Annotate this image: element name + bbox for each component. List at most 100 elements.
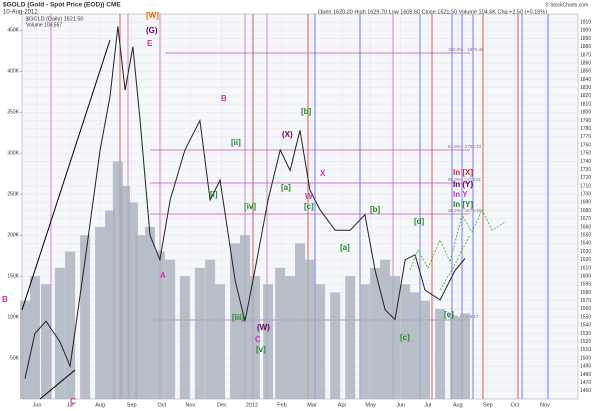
y-tick-label: 1660 — [580, 224, 591, 230]
wave-label: [b] — [301, 107, 312, 116]
wave-label: [iv] — [244, 202, 256, 211]
volume-bar — [330, 292, 341, 399]
y-tick-label: 1780 — [580, 126, 591, 132]
y-tick-label: 1770 — [580, 134, 591, 140]
y-tick-label: 1510 — [580, 347, 591, 353]
volume-bar — [127, 202, 138, 399]
x-tick-label: Jun — [396, 402, 405, 408]
y-tick-label: 1870 — [580, 52, 591, 58]
y-tick-label: 1570 — [580, 298, 591, 304]
y2-tick-label: 50K — [10, 355, 20, 361]
legend-volume: Volume 104,567 — [26, 22, 62, 28]
y-tick-label: 1790 — [580, 118, 591, 124]
price-line — [24, 26, 466, 379]
wave-label: In [X] — [453, 168, 473, 177]
y-tick-label: 1680 — [580, 208, 591, 214]
y-tick-label: 1470 — [580, 380, 591, 386]
x-tick-label: Apr — [338, 402, 347, 408]
fib-label: 50.0% - 1713.61 — [448, 177, 482, 182]
y-tick-label: 1890 — [580, 36, 591, 42]
y-tick-label: 1900 — [580, 28, 591, 34]
wave-label: B — [221, 94, 227, 103]
volume-bar — [275, 267, 286, 399]
y-tick-label: 1640 — [580, 241, 591, 247]
wave-label: E — [147, 39, 153, 48]
y2-tick-label: 400K — [7, 69, 19, 75]
volume-bar — [295, 243, 305, 399]
volume-bar — [95, 226, 106, 399]
volume-bar — [315, 284, 326, 399]
wave-label: C — [255, 335, 261, 344]
volume-bar — [179, 276, 190, 399]
y-tick-label: 1500 — [580, 355, 591, 361]
y-tick-label: 1760 — [580, 142, 591, 148]
quote: Open 1620.20 High 1629.70 Low 1608.60 Cl… — [318, 9, 547, 15]
wave-label: In (Y) — [453, 180, 473, 189]
y2-tick-label: 200K — [7, 232, 19, 238]
x-tick-label: Jul — [424, 402, 431, 408]
volume-bar — [120, 186, 131, 399]
y2-tick-label: 350K — [7, 110, 19, 116]
volume-bar — [65, 251, 76, 399]
y-tick-label: 1740 — [580, 159, 591, 165]
volume-bar — [380, 259, 391, 399]
date: 10-Aug-2012 — [3, 10, 38, 16]
volume-bar — [249, 276, 260, 399]
wave-label: [e] — [444, 310, 454, 319]
wave-label: W — [305, 192, 313, 201]
y-tick-label: 1580 — [580, 290, 591, 296]
x-tick-label: Feb — [277, 402, 286, 408]
volume-bar — [459, 313, 470, 399]
x-tick-label: Sep — [127, 402, 137, 408]
y-tick-label: 1710 — [580, 183, 591, 189]
wave-label: [i] — [210, 190, 218, 199]
y-tick-label: 1670 — [580, 216, 591, 222]
y2-tick-label: 450K — [7, 28, 19, 34]
wave-label: A — [160, 271, 166, 280]
volume-bar — [145, 226, 156, 399]
x-tick-label: Mar — [307, 402, 317, 408]
projection — [409, 209, 506, 271]
volume-bar — [135, 235, 146, 399]
volume-bar — [230, 243, 241, 399]
y-tick-label: 1880 — [580, 44, 591, 50]
x-tick-label: Sep — [483, 402, 493, 408]
volume-bar — [240, 235, 251, 399]
y-tick-label: 1490 — [580, 364, 591, 370]
credit: © StockCharts.com — [545, 1, 588, 8]
volume-bar — [215, 284, 226, 399]
y-tick-label: 1690 — [580, 200, 591, 206]
x-tick-label: Dec — [217, 402, 227, 408]
volume-bar — [105, 210, 116, 399]
y-tick-label: 1590 — [580, 282, 591, 288]
wave-label: [v] — [256, 345, 266, 354]
y-tick-label: 1730 — [580, 167, 591, 173]
volume-bar — [41, 284, 52, 399]
symbol: $GOLD (Gold - Spot Price (EOD)) CME — [3, 2, 121, 9]
x-tick-label: 2012 — [246, 402, 258, 408]
volume-bar — [420, 300, 431, 399]
y2-tick-label: 250K — [7, 192, 19, 198]
volume-bar — [205, 259, 216, 399]
volume-bar — [194, 267, 205, 399]
wave-label: [a] — [281, 183, 291, 192]
x-tick-label: Nov — [540, 402, 550, 408]
volume-bar — [154, 251, 165, 399]
wave-label: [ii] — [231, 138, 241, 147]
volume-bar — [29, 276, 40, 399]
wave-label: [a] — [340, 243, 350, 252]
x-tick-label: Aug — [95, 402, 105, 408]
x-tick-label: Jun — [33, 402, 42, 408]
y2-tick-label: 100K — [7, 314, 19, 320]
x-tick-label: Oct — [511, 402, 520, 408]
volume-bar — [370, 267, 381, 399]
y-tick-label: 1530 — [580, 331, 591, 337]
fib-label: 61.8% - 1750.73 — [448, 144, 482, 149]
x-tick-label: Oct — [157, 402, 166, 408]
volume-bar — [263, 284, 274, 399]
y-tick-label: 1600 — [580, 273, 591, 279]
wave-label: In [Y] — [453, 200, 473, 209]
volume-bar — [435, 308, 446, 399]
volume-bar — [410, 292, 421, 399]
